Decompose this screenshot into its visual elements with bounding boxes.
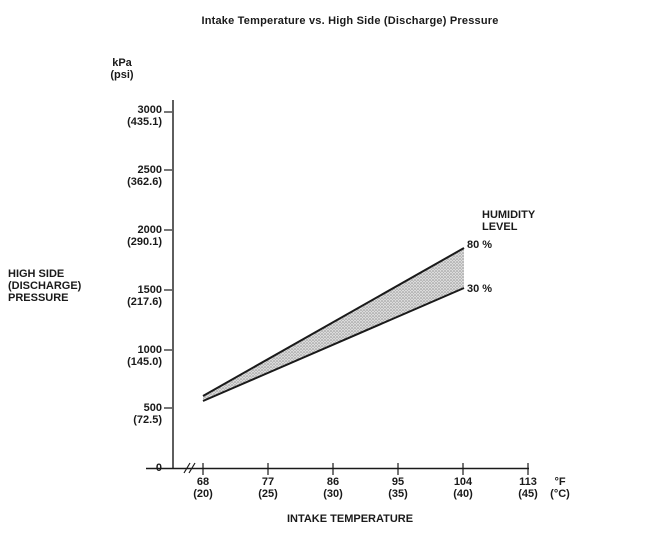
x-tick-label-95: 95 (35) xyxy=(388,476,408,500)
x-tick-marks xyxy=(202,463,529,475)
x-tick-label-113: 113 (45) xyxy=(518,476,538,500)
x-tick-label-86: 86 (30) xyxy=(323,476,343,500)
x-tick-label-104: 104 (40) xyxy=(453,476,473,500)
y-tick-label-1000: 1000 (145.0) xyxy=(127,344,162,368)
line-80-percent xyxy=(202,247,465,397)
x-tick-label-68: 68 (20) xyxy=(193,476,213,500)
legend-label-30-percent: 30 % xyxy=(467,283,493,295)
y-tick-label-3000: 3000 (435.1) xyxy=(127,104,162,128)
y-tick-label-1500: 1500 (217.6) xyxy=(127,284,162,308)
y-axis-unit: kPa (psi) xyxy=(110,57,134,81)
line-30-percent xyxy=(202,287,465,402)
humidity-band xyxy=(203,248,464,401)
chart-title: Intake Temperature vs. High Side (Discha… xyxy=(201,15,499,27)
x-axis-title: INTAKE TEMPERATURE xyxy=(286,513,414,525)
y-tick-label-0: 0 xyxy=(155,462,162,474)
y-tick-label-500: 500 (72.5) xyxy=(133,402,162,426)
x-axis-unit: °F (°C) xyxy=(550,476,570,500)
legend-label-80-percent: 80 % xyxy=(467,239,493,251)
y-tick-marks xyxy=(164,111,172,409)
legend-title: HUMIDITY LEVEL xyxy=(482,209,536,233)
y-tick-label-2000: 2000 (290.1) xyxy=(127,224,162,248)
y-tick-label-2500: 2500 (362.6) xyxy=(127,164,162,188)
y-axis-title: HIGH SIDE (DISCHARGE) PRESSURE xyxy=(8,268,82,304)
x-tick-label-77: 77 (25) xyxy=(258,476,278,500)
axis-break-mark xyxy=(183,462,196,474)
